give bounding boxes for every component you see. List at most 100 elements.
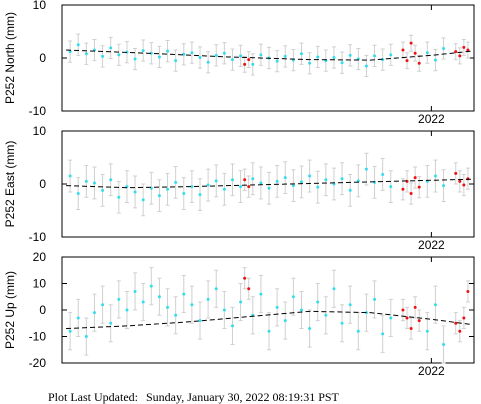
data-point [198, 193, 202, 197]
data-point [68, 174, 72, 178]
data-point [190, 185, 194, 189]
data-point [84, 335, 88, 338]
data-point [283, 54, 287, 58]
data-point [149, 284, 153, 288]
data-point [401, 187, 405, 191]
data-point [401, 48, 405, 52]
data-point [283, 319, 287, 323]
y-tick-label: 10 [33, 0, 47, 12]
plot-frame [61, 256, 475, 364]
data-point [462, 316, 466, 320]
data-point [230, 324, 234, 328]
data-point [401, 308, 405, 312]
data-point [409, 41, 413, 45]
trend-line [66, 178, 472, 189]
data-point [316, 55, 320, 59]
y-tick-label: -20 [29, 356, 47, 370]
data-point [308, 61, 312, 65]
data-point [166, 187, 170, 191]
data-point [458, 329, 462, 333]
y-tick-label: 0 [39, 303, 46, 317]
trend-line [66, 310, 473, 330]
data-point [340, 61, 344, 65]
data-point [340, 321, 344, 325]
data-point [291, 184, 295, 188]
data-point [332, 55, 336, 59]
data-point [389, 185, 393, 189]
data-point [458, 54, 462, 58]
data-point [413, 305, 417, 309]
data-point [166, 305, 170, 309]
data-point [251, 62, 255, 66]
data-point [222, 308, 226, 312]
data-point [230, 178, 234, 182]
x-tick-label: 2022 [418, 238, 445, 252]
data-point [141, 198, 145, 202]
data-point [101, 54, 105, 58]
data-point [117, 195, 121, 199]
data-point [462, 45, 466, 49]
data-point [174, 313, 178, 317]
data-point [182, 292, 186, 296]
footer-timestamp: Sunday, January 30, 2022 08:19:31 PST [146, 390, 340, 404]
data-point [316, 185, 320, 189]
data-point [348, 188, 352, 192]
data-point [389, 316, 393, 320]
data-point [433, 174, 437, 178]
data-point [84, 52, 88, 56]
data-point [299, 52, 303, 56]
data-point [356, 329, 360, 333]
x-tick-label: 2022 [418, 112, 445, 126]
data-point [405, 316, 409, 320]
y-tick-label: -10 [29, 230, 47, 244]
data-point [275, 59, 279, 63]
plot-frame [61, 130, 475, 238]
data-point [462, 183, 466, 187]
data-point [324, 313, 328, 317]
data-point [239, 54, 243, 58]
data-point [417, 61, 421, 65]
data-point [442, 184, 446, 188]
data-point [425, 329, 429, 333]
data-point [166, 49, 170, 53]
data-point [84, 179, 88, 183]
trend-line [66, 49, 473, 61]
data-point [157, 194, 161, 198]
data-point [417, 319, 421, 323]
data-point [190, 51, 194, 55]
data-point [247, 287, 251, 291]
y-axis-label: P252 Up (mm) [3, 271, 17, 349]
data-point [206, 183, 210, 187]
data-point [454, 321, 458, 325]
data-point [247, 58, 251, 62]
data-point [243, 178, 247, 182]
data-point [259, 53, 263, 57]
data-point [442, 342, 446, 346]
data-point [409, 327, 413, 331]
data-point [76, 43, 80, 47]
data-point [68, 329, 72, 333]
data-point [214, 53, 218, 57]
y-tick-label: 10 [33, 277, 47, 291]
data-point [214, 179, 218, 183]
data-point [92, 181, 96, 185]
data-point [239, 185, 243, 189]
data-point [381, 172, 385, 176]
data-point [466, 48, 470, 52]
data-point [356, 179, 360, 183]
data-point [454, 171, 458, 175]
data-point [364, 64, 368, 68]
data-point [308, 174, 312, 178]
data-point [308, 327, 312, 331]
data-point [92, 311, 96, 315]
data-point [364, 167, 368, 171]
data-point [222, 51, 226, 55]
data-point [364, 311, 368, 315]
data-point [466, 289, 470, 293]
data-point [109, 321, 113, 325]
data-point [381, 332, 385, 336]
data-point [239, 300, 243, 304]
data-point [259, 292, 263, 296]
data-point [133, 289, 137, 293]
